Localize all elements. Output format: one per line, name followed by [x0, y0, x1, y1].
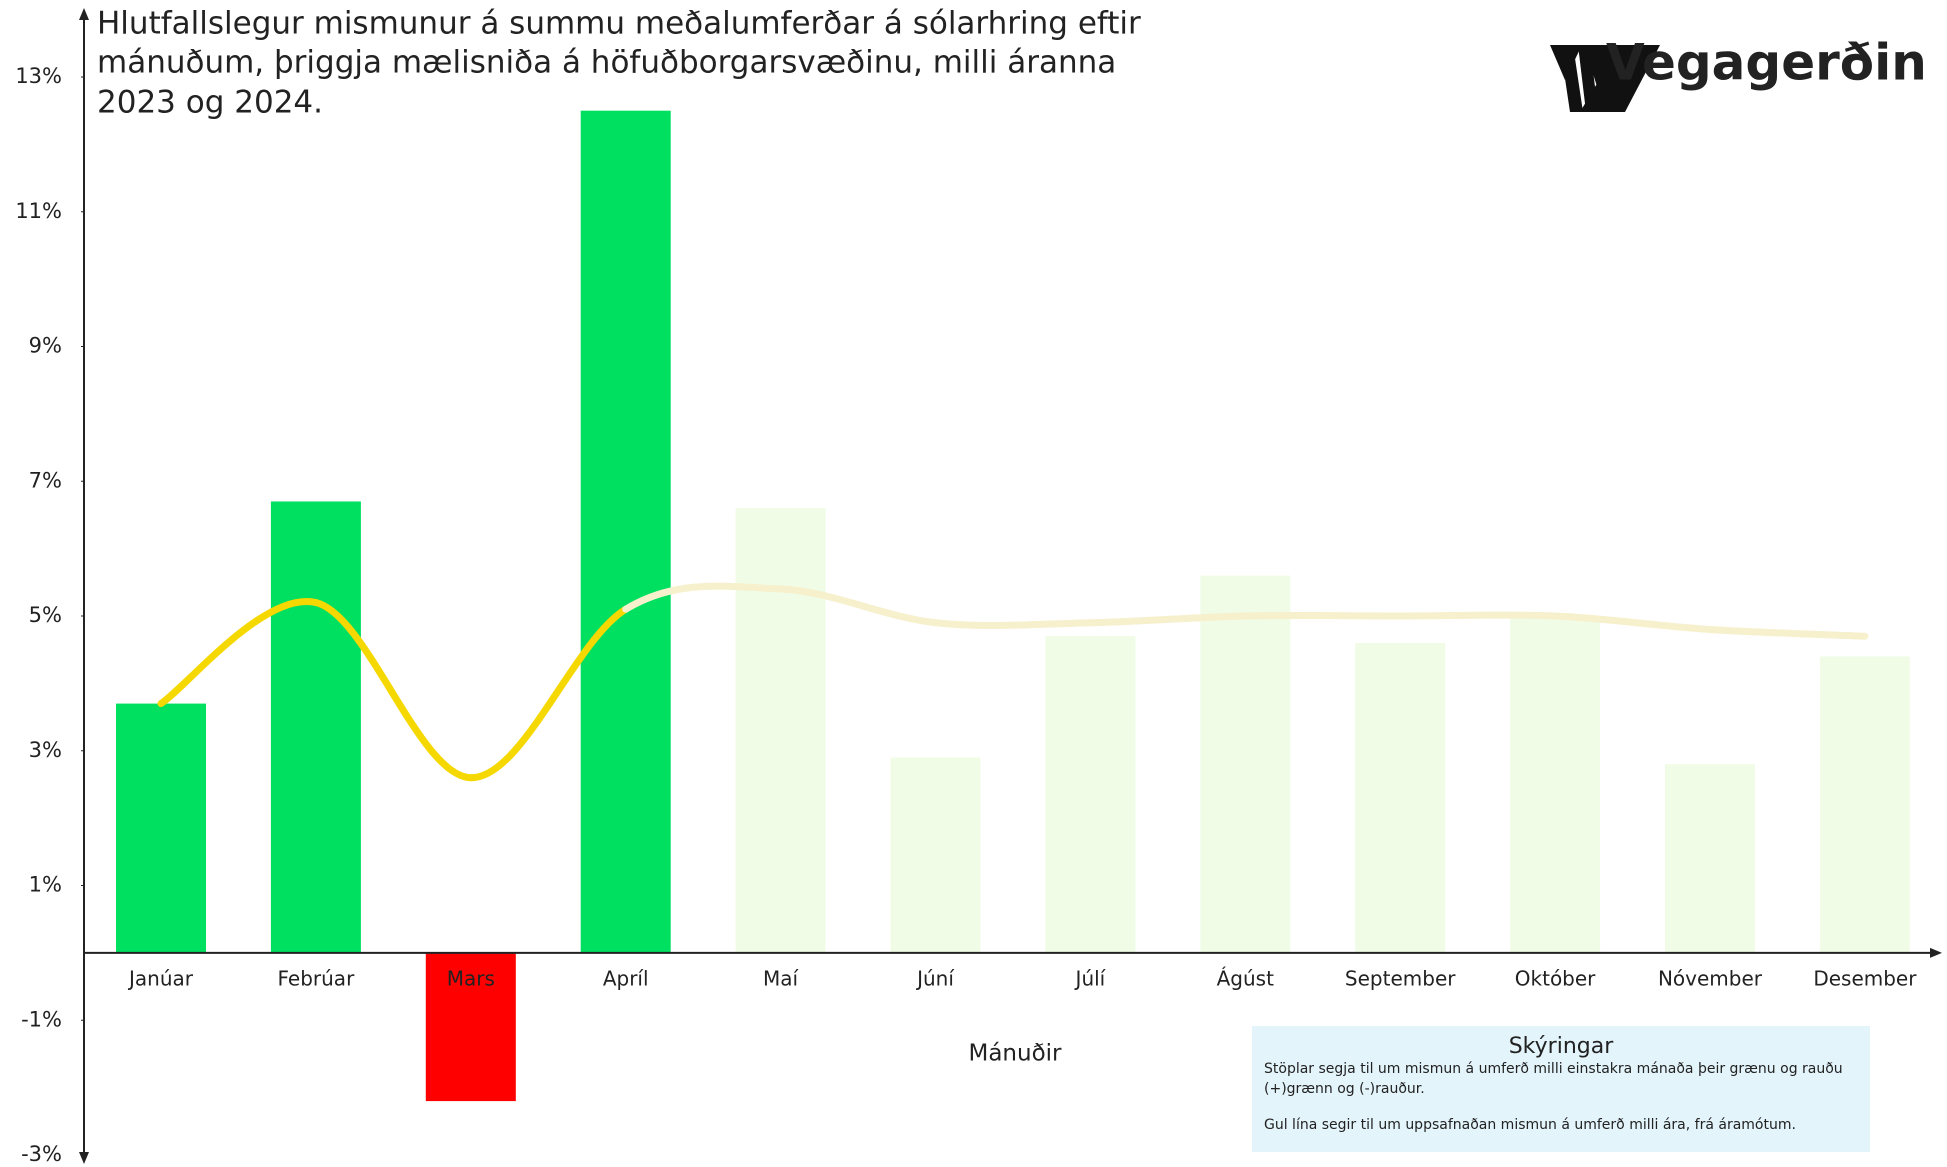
bar — [1200, 575, 1291, 953]
axis-arrow — [79, 1152, 89, 1164]
cumulative-line — [1396, 611, 1559, 620]
x-tick-label: Nóvember — [1658, 967, 1763, 991]
x-axis-label: Mánuðir — [968, 1041, 1062, 1067]
legend-box — [1252, 1026, 1870, 1152]
y-tick-label: -1% — [21, 1007, 62, 1031]
cumulative-line — [932, 619, 1094, 629]
y-tick-label: 7% — [29, 468, 62, 492]
x-tick-label: Febrúar — [278, 967, 356, 991]
x-tick-label: Júlí — [1074, 967, 1107, 991]
bar — [580, 110, 671, 953]
bar — [1665, 764, 1755, 953]
legend-title: Skýringar — [1509, 1034, 1614, 1059]
y-tick-label: 13% — [15, 64, 62, 88]
bar — [116, 703, 206, 953]
brand-name: Vegagerðin — [1606, 34, 1927, 92]
y-tick-label: 9% — [29, 334, 62, 358]
x-tick-label: Maí — [763, 967, 800, 991]
cumulative-line — [1706, 625, 1869, 640]
legend-text: (+)grænn og (-)rauður. — [1264, 1081, 1425, 1097]
cumulative-line — [1086, 612, 1249, 627]
cumulative-line — [777, 585, 939, 627]
legend-text: Gul lína segir til um uppsafnaðan mismun… — [1264, 1117, 1796, 1133]
y-tick-label: 3% — [29, 738, 62, 762]
x-tick-label: Október — [1515, 967, 1596, 991]
chart-title: mánuðum, þriggja mælisniða á höfuðborgar… — [97, 45, 1116, 81]
legend-text: Stöplar segja til um mismun á umferð mil… — [1264, 1061, 1843, 1077]
bar — [890, 757, 981, 953]
bar — [1355, 642, 1446, 953]
chart-title: Hlutfallslegur mismunur á summu meðalumf… — [97, 6, 1141, 42]
x-tick-label: Mars — [447, 967, 495, 991]
cumulative-line — [622, 582, 785, 613]
y-tick-label: 11% — [15, 199, 62, 223]
chart-title: 2023 og 2024. — [97, 85, 323, 121]
x-tick-label: Júní — [915, 967, 955, 991]
y-tick-label: 5% — [29, 603, 62, 627]
cumulative-line — [467, 605, 630, 782]
y-tick-label: 1% — [29, 873, 62, 897]
x-tick-label: Janúar — [127, 967, 194, 991]
bar — [425, 952, 516, 1102]
axis-arrow — [1930, 947, 1942, 958]
x-tick-label: Ágúst — [1217, 967, 1274, 991]
bar — [1510, 616, 1601, 953]
bar — [735, 508, 826, 953]
bar — [1045, 636, 1136, 953]
cumulative-line — [312, 599, 475, 782]
bar — [1819, 656, 1910, 953]
x-tick-label: September — [1345, 967, 1456, 991]
y-tick-label: -3% — [21, 1142, 62, 1166]
x-tick-label: Apríl — [603, 967, 649, 991]
logo-mark — [1550, 45, 1660, 112]
cumulative-line — [1551, 612, 1714, 633]
cumulative-line — [157, 597, 320, 708]
axis-arrow — [79, 8, 89, 20]
x-tick-label: Desember — [1813, 967, 1917, 991]
bar — [270, 501, 361, 953]
